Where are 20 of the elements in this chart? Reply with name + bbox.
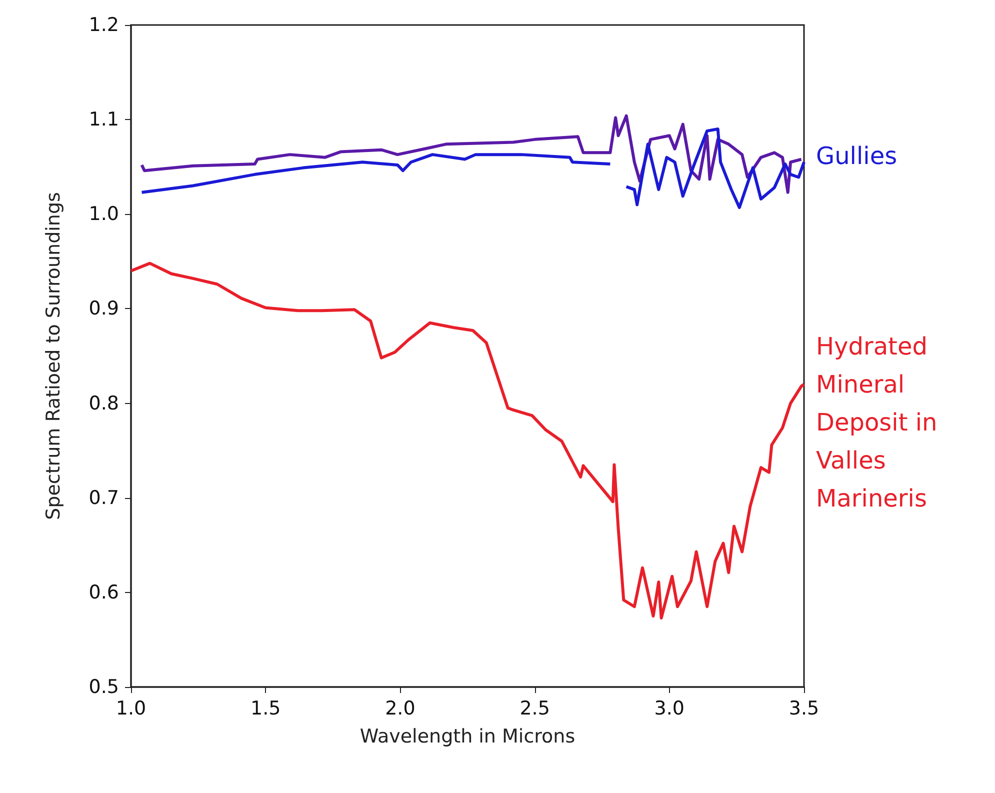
x-axis-title: Wavelength in Microns xyxy=(360,726,576,748)
x-tick-label: 2.0 xyxy=(385,698,416,720)
x-tick-label: 2.5 xyxy=(520,698,550,720)
x-tick-label: 1.0 xyxy=(116,698,146,720)
y-axis-title: Spectrum Ratioed to Surroundings xyxy=(42,192,64,520)
line-series xyxy=(130,262,806,620)
y-tick-label: 0.8 xyxy=(88,392,119,414)
series-label: Gullies xyxy=(816,142,898,170)
y-tick-label: 1.2 xyxy=(88,14,119,36)
y-tick-label: 0.7 xyxy=(88,486,119,509)
y-tick-label: 0.9 xyxy=(88,298,119,320)
x-tick-label: 1.5 xyxy=(250,698,281,720)
series-label: Hydrated Mineral Deposit in Valles Marineris xyxy=(816,332,945,512)
x-tick-label: 3.5 xyxy=(788,698,820,720)
y-tick-label: 0.5 xyxy=(88,676,119,698)
y-tick-label: 1.0 xyxy=(88,203,119,226)
y-tick-label: 0.6 xyxy=(88,581,119,604)
y-tick-label: 1.1 xyxy=(88,108,119,131)
x-tick-label: 3.0 xyxy=(654,698,685,720)
line-series xyxy=(140,114,803,194)
